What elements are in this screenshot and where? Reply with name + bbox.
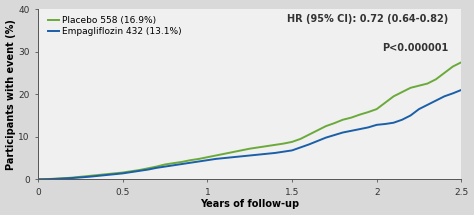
Legend: Placebo 558 (16.9%), Empagliflozin 432 (13.1%): Placebo 558 (16.9%), Empagliflozin 432 (…	[47, 15, 183, 37]
X-axis label: Years of follow-up: Years of follow-up	[200, 200, 299, 209]
Text: P<0.000001: P<0.000001	[383, 43, 448, 53]
Text: HR (95% CI): 0.72 (0.64-0.82): HR (95% CI): 0.72 (0.64-0.82)	[287, 14, 448, 24]
Y-axis label: Participants with event (%): Participants with event (%)	[6, 19, 16, 170]
